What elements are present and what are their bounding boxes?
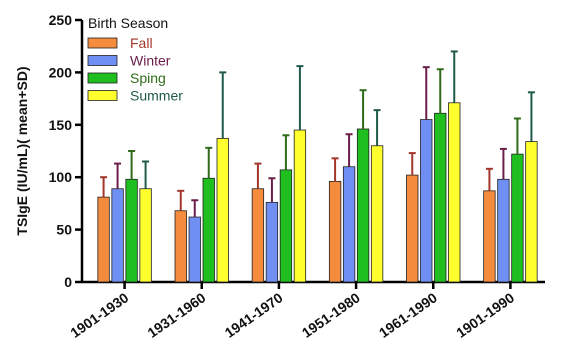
legend-label: Sping (130, 70, 166, 86)
bar-winter (342, 166, 356, 283)
bar-winter (188, 216, 201, 283)
bar-winter (420, 119, 433, 283)
bar-summer (293, 129, 307, 283)
bar-summer (139, 188, 152, 283)
y-ticks-group: 0 50 100 150 200 250 (49, 12, 82, 290)
legend-label: Summer (130, 88, 183, 104)
axes-group (80, 20, 545, 284)
bar-fall (97, 196, 110, 283)
bar-sping (434, 112, 447, 283)
legend-swatch-summer (87, 90, 118, 101)
y-tick-label: 250 (49, 12, 73, 28)
bars-group (97, 50, 538, 283)
bar-winter (111, 188, 124, 283)
x-tick-label: 1901-1930 (67, 289, 131, 341)
y-tick-label: 150 (49, 117, 73, 133)
bar-sping (511, 153, 524, 283)
x-tick-label: 1901-1990 (453, 289, 517, 341)
legend-label: Fall (130, 35, 153, 51)
bar-sping (202, 177, 215, 283)
bar-winter (265, 201, 279, 283)
legend-swatch-sping (87, 72, 118, 84)
y-tick-label: 0 (64, 274, 72, 290)
bar-summer (370, 145, 384, 283)
legend-title: Birth Season (88, 15, 168, 31)
bar-summer (216, 138, 229, 283)
bar-sping (125, 178, 138, 283)
bar-fall (406, 174, 419, 283)
y-tick-label: 50 (56, 222, 72, 238)
x-tick-label: 1941-1970 (222, 289, 286, 341)
bar-sping (356, 128, 370, 283)
legend-swatch-fall (87, 37, 118, 49)
x-ticks-group: 1901-1930 1931-1960 1941-1970 1951-1980 1961… (67, 282, 517, 341)
bar-fall (251, 188, 265, 283)
bar-summer (448, 102, 461, 283)
bar-fall (174, 210, 187, 283)
bar-summer (525, 141, 538, 283)
y-tick-label: 100 (49, 169, 73, 185)
x-tick-label: 1931-1960 (144, 289, 208, 341)
y-axis-label: TSIgE (IU/mL)( mean+SD) (14, 66, 30, 235)
bar-winter (497, 178, 510, 283)
bar-sping (279, 169, 293, 283)
y-tick-label: 200 (49, 64, 73, 80)
legend-label: Winter (130, 53, 171, 69)
x-tick-label: 1961-1990 (376, 289, 440, 341)
bar-fall (328, 180, 342, 283)
bar-fall (483, 190, 496, 283)
legend-swatch-winter (87, 55, 118, 66)
x-tick-label: 1951-1980 (299, 289, 363, 341)
